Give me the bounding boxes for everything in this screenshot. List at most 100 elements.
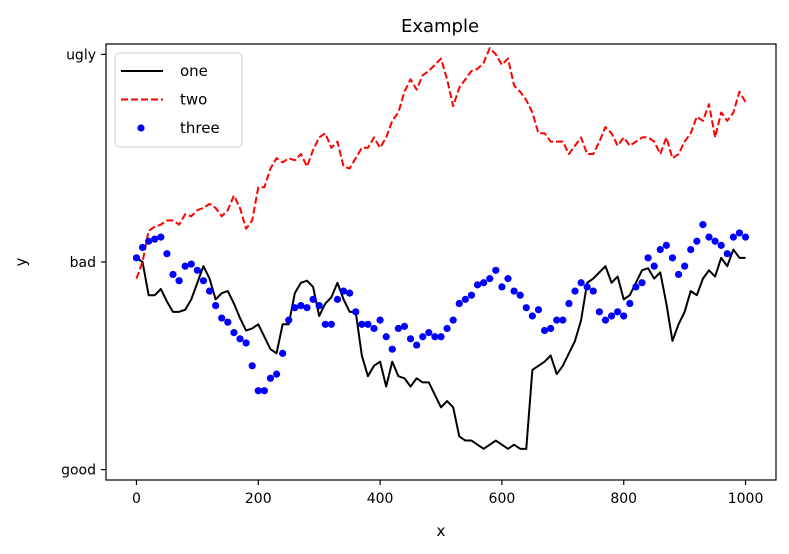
y-tick-label: bad xyxy=(70,255,96,271)
series-three-point xyxy=(741,233,750,241)
series-three-point xyxy=(346,289,354,297)
series-three-point xyxy=(687,245,695,254)
series-three-point xyxy=(729,233,737,241)
series-three-point xyxy=(138,243,147,252)
series-three-point xyxy=(169,270,177,279)
series-three-point xyxy=(285,316,293,324)
series-three-point xyxy=(614,308,622,316)
series-three-point xyxy=(735,229,744,237)
series-three-point xyxy=(425,328,433,337)
series-three-point xyxy=(193,266,201,274)
y-tick-label: good xyxy=(61,463,96,479)
series-three-point xyxy=(291,304,299,312)
series-three-point xyxy=(352,308,360,316)
series-three-point xyxy=(327,320,335,328)
y-tick-label: ugly xyxy=(66,47,96,63)
series-three-point xyxy=(650,262,658,270)
series-three-point xyxy=(266,374,275,382)
series-three-point xyxy=(218,314,226,322)
series-one xyxy=(135,248,746,450)
series-layer xyxy=(132,47,750,450)
series-three-point xyxy=(163,250,171,258)
series-three-point xyxy=(674,270,683,279)
series-two xyxy=(135,47,747,279)
series-three-point xyxy=(711,237,719,245)
series-three-point xyxy=(723,250,731,258)
y-axis: good bad ugly xyxy=(61,47,106,479)
series-three-point xyxy=(522,304,530,312)
series-three-point xyxy=(151,235,159,243)
legend-label-three: three xyxy=(180,119,220,137)
y-axis-label: y xyxy=(12,257,30,266)
series-three-point xyxy=(492,266,500,274)
series-three-point xyxy=(607,312,616,320)
series-three-point xyxy=(419,333,427,341)
series-three xyxy=(132,221,750,395)
series-three-point xyxy=(406,335,415,343)
series-three-point xyxy=(230,328,238,337)
series-three-point xyxy=(175,277,183,285)
series-three-point xyxy=(212,302,220,310)
series-three-point xyxy=(693,237,701,245)
series-three-point xyxy=(565,299,573,308)
series-three-point xyxy=(559,316,567,324)
series-three-point xyxy=(626,299,634,308)
x-axis-label: x xyxy=(437,522,446,540)
x-tick-label: 400 xyxy=(367,491,394,507)
series-three-point xyxy=(540,326,549,335)
x-tick-label: 600 xyxy=(489,491,516,507)
series-three-point xyxy=(681,262,689,270)
series-three-point xyxy=(443,324,451,333)
series-three-point xyxy=(413,341,421,349)
series-three-point xyxy=(254,387,262,395)
series-three-point xyxy=(553,316,561,324)
series-three-point xyxy=(358,320,366,328)
series-three-point xyxy=(498,283,506,291)
series-three-point xyxy=(601,316,610,324)
x-tick-label: 1000 xyxy=(728,491,764,507)
series-three-point xyxy=(473,281,482,289)
series-three-point xyxy=(224,318,232,326)
series-three-point xyxy=(583,283,591,291)
series-three-point xyxy=(638,279,646,287)
series-three-point xyxy=(449,316,457,324)
series-three-point xyxy=(480,279,488,287)
series-three-point xyxy=(187,260,195,268)
series-three-point xyxy=(303,304,311,312)
series-three-point xyxy=(632,283,640,291)
series-three-point xyxy=(248,362,256,370)
series-three-point xyxy=(467,291,476,299)
x-tick-label: 800 xyxy=(610,491,637,507)
series-three-point xyxy=(528,312,536,320)
series-three-point xyxy=(668,254,677,262)
series-three-point xyxy=(205,287,214,295)
series-three-point xyxy=(571,287,579,295)
series-one-line xyxy=(135,248,746,450)
series-three-point xyxy=(400,322,409,330)
series-three-point xyxy=(388,345,396,353)
series-three-point xyxy=(717,241,725,249)
series-three-point xyxy=(297,302,305,310)
series-three-point xyxy=(382,333,390,341)
series-three-point xyxy=(394,324,402,333)
series-three-point xyxy=(236,335,244,343)
x-tick-label: 200 xyxy=(245,491,272,507)
series-three-point xyxy=(699,221,707,229)
series-three-point xyxy=(260,387,268,395)
series-three-point xyxy=(589,287,597,295)
series-three-point xyxy=(181,262,189,270)
legend-box xyxy=(114,52,243,148)
legend-entries: one two three xyxy=(121,62,220,137)
series-three-point xyxy=(157,233,165,241)
series-three-point xyxy=(376,316,384,324)
series-three-point xyxy=(662,241,670,249)
legend-marker-three xyxy=(137,124,145,132)
series-three-point xyxy=(272,370,281,378)
series-three-point xyxy=(145,237,153,245)
series-three-point xyxy=(620,312,628,320)
series-three-point xyxy=(431,333,439,341)
x-tick-label: 0 xyxy=(132,491,141,507)
series-three-point xyxy=(510,287,518,295)
series-three-point xyxy=(534,306,543,314)
